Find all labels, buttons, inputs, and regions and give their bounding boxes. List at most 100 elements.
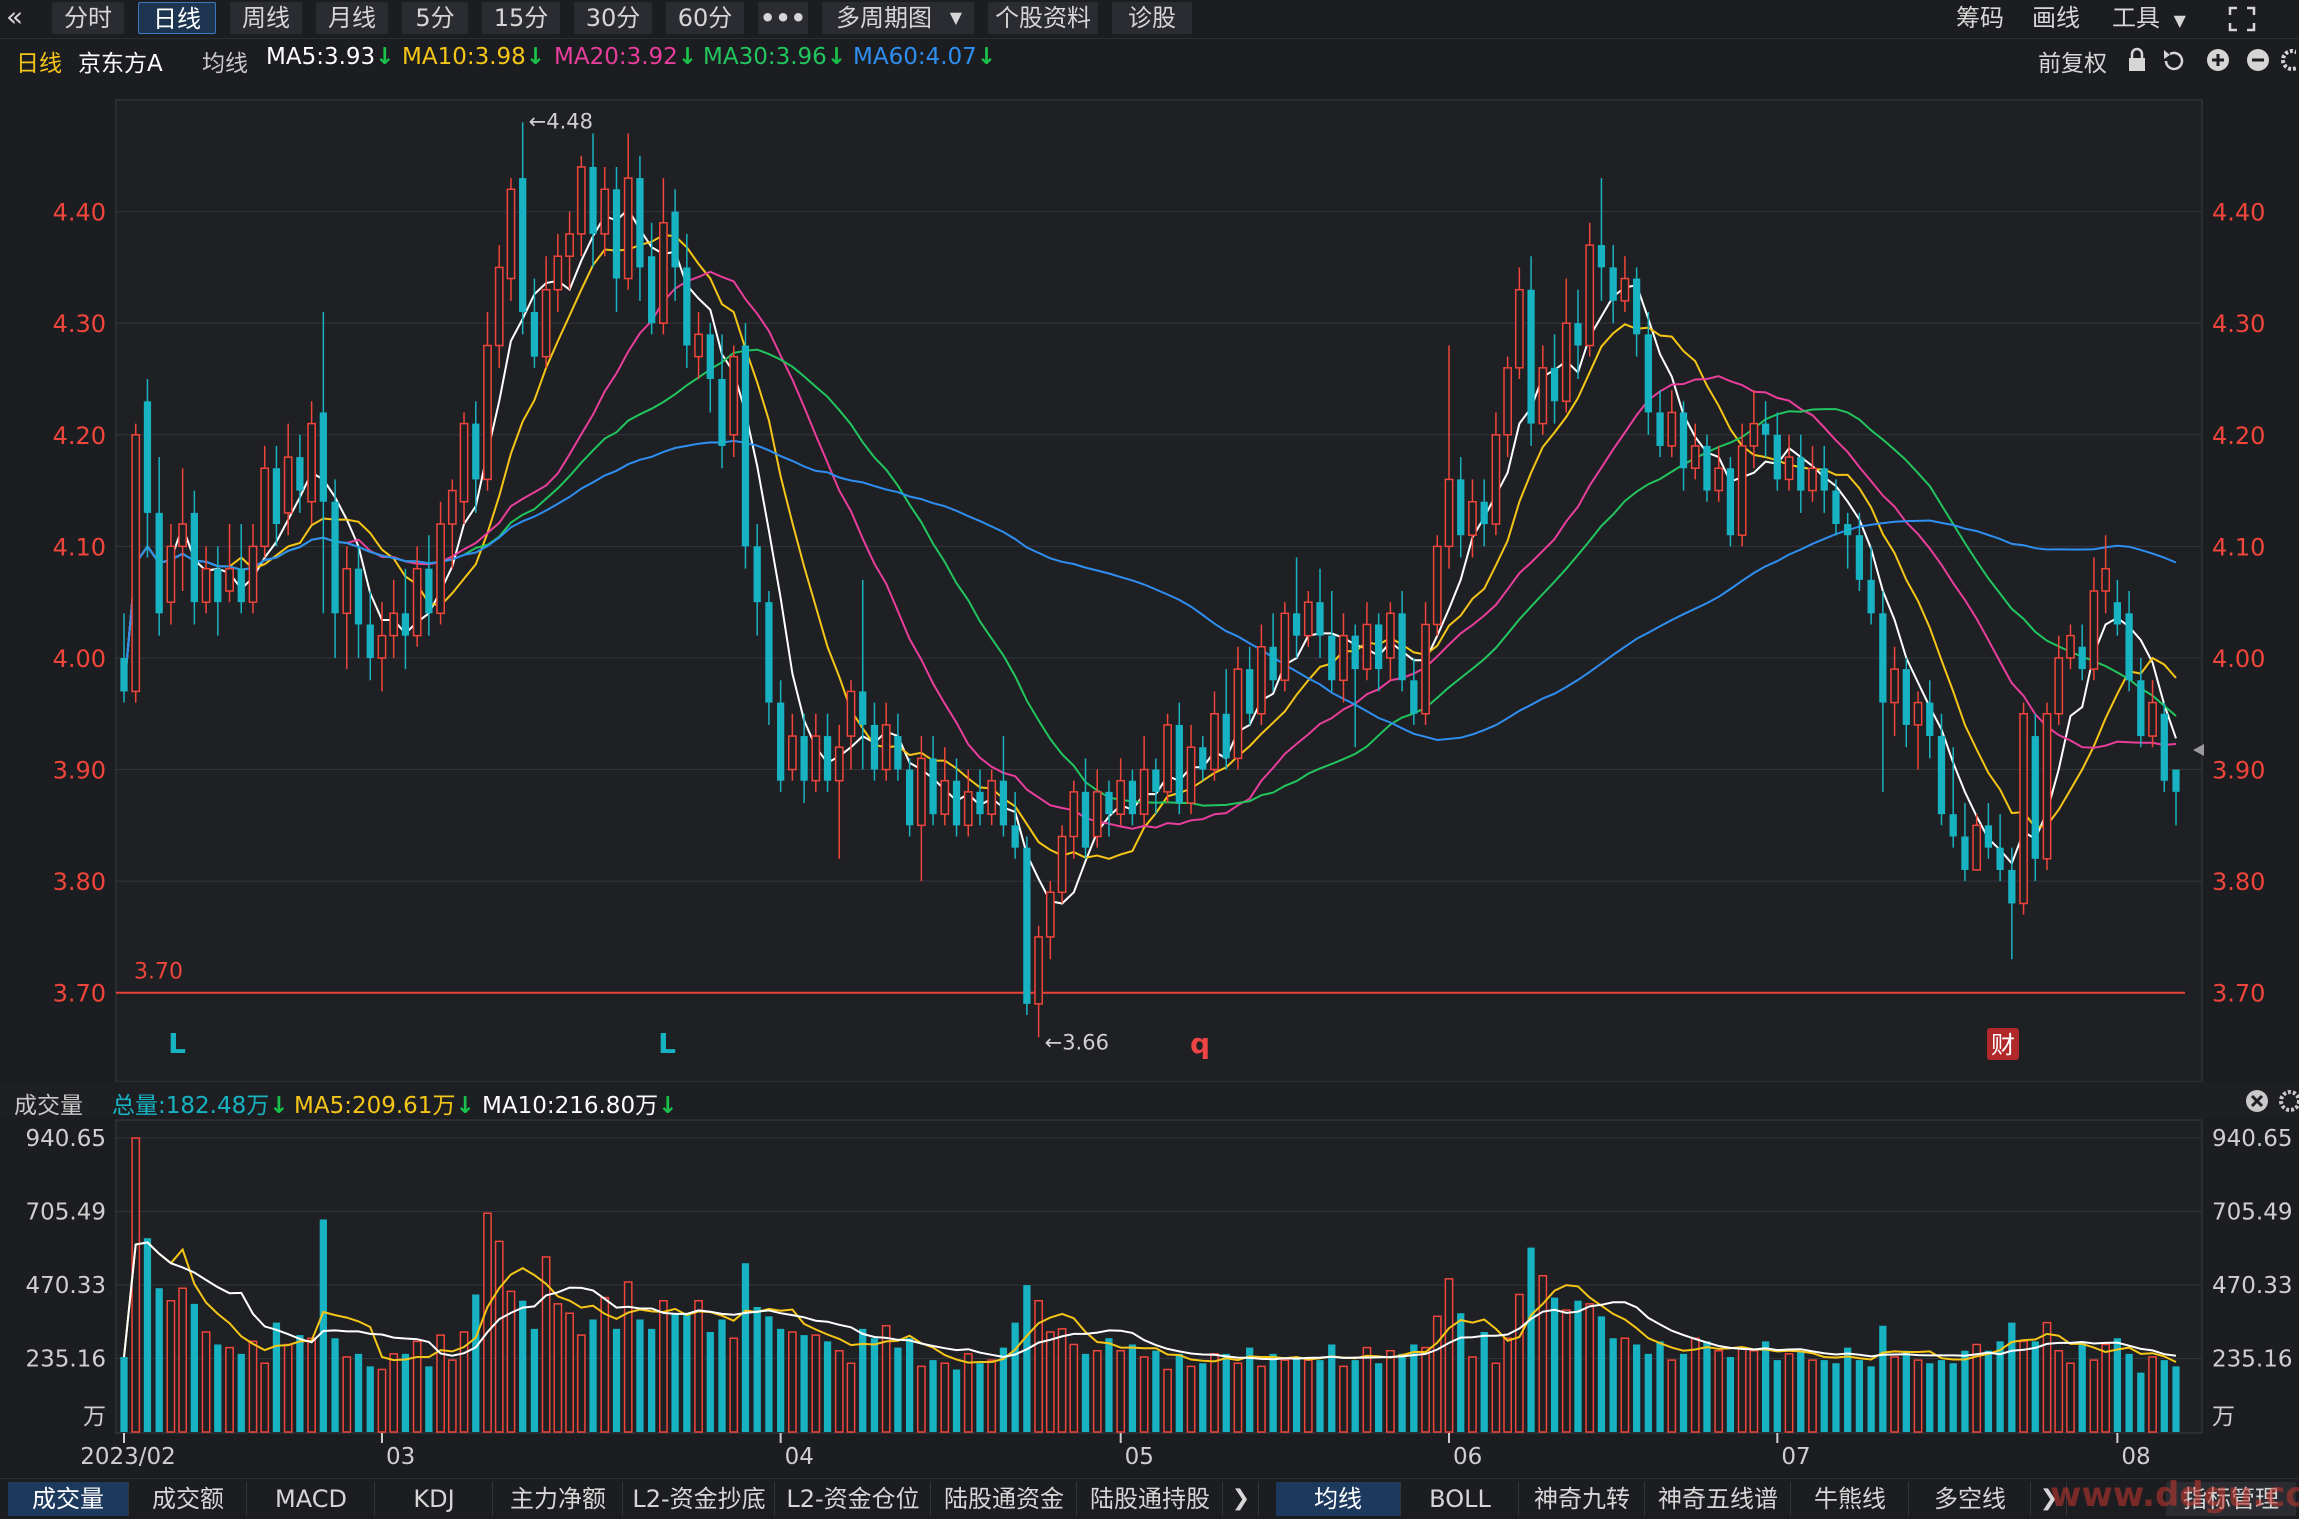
tab-boll[interactable]: BOLL — [1402, 1482, 1519, 1516]
volume-bar — [2066, 1362, 2075, 1433]
candle-body — [1163, 724, 1172, 793]
tab-15min[interactable]: 15分 — [482, 2, 560, 34]
tab-daily[interactable]: 日线 — [138, 2, 216, 34]
volume-bar — [823, 1341, 832, 1432]
ma10-value: MA10:3.98↓ — [402, 44, 546, 70]
volume-bar — [1844, 1347, 1852, 1432]
volume-ma5-line — [123, 1241, 2177, 1364]
tab-main-net[interactable]: 主力净额 — [494, 1482, 623, 1516]
chevron-right-icon[interactable]: ❯ — [2032, 1482, 2067, 1516]
indicator-manage-button[interactable]: 指标管理 — [2166, 1482, 2296, 1516]
multi-period-dropdown[interactable]: 多周期图 ▼ — [822, 2, 974, 34]
candle — [331, 479, 339, 658]
volume-bar — [1597, 1316, 1606, 1432]
back-icon[interactable]: « — [6, 0, 24, 33]
candle-body — [1749, 422, 1759, 447]
candle-body — [1808, 467, 1817, 492]
volume-bar — [342, 1356, 352, 1433]
undo-icon[interactable] — [2164, 50, 2184, 71]
candlestick-chart[interactable]: 4.40 4.30 4.20 4.10 4.00 3.90 3.80 3.70 4.40 4.3… — [0, 78, 2299, 1082]
candle — [1855, 512, 1864, 591]
volume-bar — [999, 1347, 1008, 1432]
tools-button[interactable]: 工具 ▼ — [2112, 2, 2186, 34]
volume-bar — [1690, 1337, 1700, 1433]
candle-body — [1432, 545, 1442, 626]
candle — [143, 378, 152, 558]
tab-turnover[interactable]: 成交额 — [130, 1482, 247, 1516]
tab-macd[interactable]: MACD — [248, 1482, 375, 1516]
tab-l2-position[interactable]: L2-资金仓位 — [776, 1482, 931, 1516]
candle — [412, 546, 422, 647]
candle-body — [1527, 289, 1535, 424]
tab-l2-bottom[interactable]: L2-资金抄底 — [624, 1482, 775, 1516]
candle-body — [1784, 456, 1794, 481]
candle-body — [237, 568, 245, 603]
tab-northbound-funds[interactable]: 陆股通资金 — [932, 1482, 1077, 1516]
candle — [565, 211, 574, 290]
volume-bar — [1351, 1360, 1359, 1432]
candle — [366, 591, 374, 681]
candle-body — [1199, 747, 1207, 770]
candle — [1879, 591, 1887, 792]
candle — [1726, 457, 1735, 547]
tab-monthly[interactable]: 月线 — [316, 2, 388, 34]
adjust-mode-label[interactable]: 前复权 — [2038, 51, 2107, 77]
tools-label: 工具 — [2112, 4, 2160, 32]
chips-button[interactable]: 筹码 — [1956, 4, 2004, 32]
tab-fenshi[interactable]: 分时 — [52, 2, 124, 34]
lock-icon[interactable] — [2129, 47, 2145, 71]
candle — [1514, 267, 1524, 379]
y-tick-label-right: 3.70 — [2212, 980, 2265, 1008]
tab-5min[interactable]: 5分 — [402, 2, 468, 34]
candle-body — [2042, 713, 2052, 860]
candle-body — [272, 468, 281, 525]
volume-bar — [1432, 1315, 1442, 1433]
tab-ma[interactable]: 均线 — [1276, 1482, 1401, 1516]
candle — [1527, 256, 1535, 446]
candle-body — [1045, 891, 1055, 938]
more-periods-button[interactable]: ••• — [758, 2, 808, 34]
tab-long-short[interactable]: 多空线 — [1910, 1482, 2031, 1516]
volume-tick-label-right: 705.49 — [2212, 1199, 2292, 1225]
ma-label[interactable]: 均线 — [202, 51, 248, 77]
settings-icon[interactable] — [2281, 49, 2296, 71]
zoom-out-icon[interactable] — [2247, 49, 2269, 71]
tab-volume[interactable]: 成交量 — [8, 1482, 129, 1516]
candle-body — [1222, 713, 1230, 759]
tab-northbound-holdings[interactable]: 陆股通持股 — [1078, 1482, 1223, 1516]
zoom-in-icon[interactable] — [2207, 49, 2229, 71]
candle-body — [729, 355, 739, 436]
volume-chart[interactable]: 940.65 940.65 705.49 705.49 470.33 470.33 235.… — [0, 1118, 2299, 1478]
tab-magic-five[interactable]: 神奇五线谱 — [1646, 1482, 1791, 1516]
expand-icon[interactable] — [2228, 6, 2256, 32]
y-tick-label-right: 4.30 — [2212, 310, 2265, 338]
candle-body — [1761, 423, 1770, 435]
candle — [940, 747, 950, 826]
volume-bar — [1879, 1325, 1887, 1432]
volume-bar — [1749, 1349, 1759, 1433]
volume-bar — [1152, 1350, 1160, 1432]
volume-bar — [1773, 1360, 1781, 1432]
tab-30min[interactable]: 30分 — [574, 2, 652, 34]
settings-icon[interactable] — [2279, 1090, 2299, 1112]
tab-weekly[interactable]: 周线 — [230, 2, 302, 34]
tab-bull-bear[interactable]: 牛熊线 — [1792, 1482, 1909, 1516]
period-label: 日线 — [16, 51, 62, 77]
candle-body — [706, 334, 714, 379]
candle-body — [296, 457, 304, 491]
volume-bar — [1457, 1313, 1465, 1432]
tab-kdj[interactable]: KDJ — [376, 1482, 493, 1516]
close-icon[interactable] — [2246, 1090, 2268, 1112]
draw-button[interactable]: 画线 — [2032, 4, 2080, 32]
candle-body — [846, 690, 856, 737]
x-tick-label: 07 — [1781, 1444, 1810, 1470]
diagnose-button[interactable]: 诊股 — [1112, 2, 1192, 34]
candle-body — [787, 735, 797, 771]
candle — [1996, 814, 2004, 882]
chevron-right-icon[interactable]: ❯ — [1224, 1482, 1259, 1516]
candle — [694, 312, 703, 379]
tab-magic-nine[interactable]: 神奇九转 — [1520, 1482, 1645, 1516]
stock-profile-button[interactable]: 个股资料 — [988, 2, 1098, 34]
tab-60min[interactable]: 60分 — [666, 2, 744, 34]
candle — [846, 680, 856, 770]
